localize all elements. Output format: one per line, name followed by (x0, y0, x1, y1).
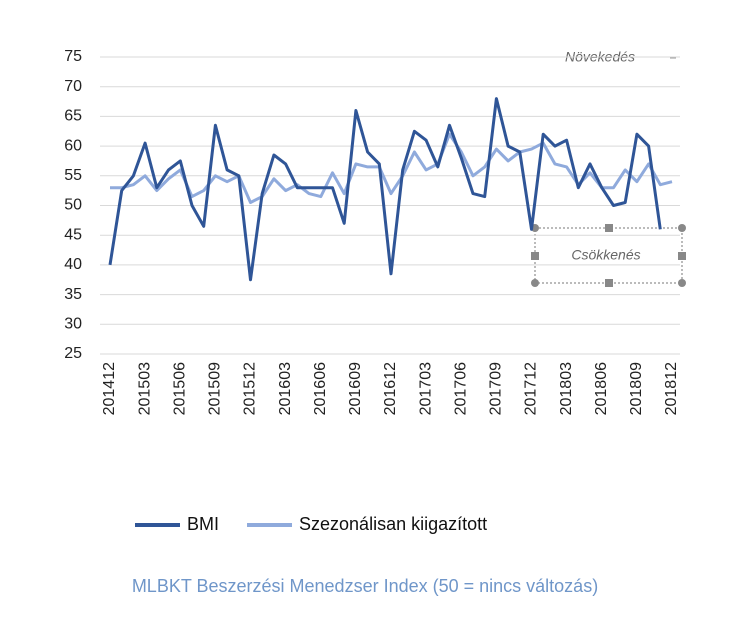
x-tick-label: 201606 (312, 362, 329, 415)
y-tick-label: 40 (64, 256, 82, 273)
x-tick-label: 201706 (452, 362, 469, 415)
legend-label: BMI (187, 514, 219, 534)
y-tick-label: 70 (64, 78, 82, 95)
annotation: Csökkenés (571, 247, 640, 263)
chart-title: MLBKT Beszerzési Menedzser Index (50 = n… (132, 576, 598, 596)
y-tick-label: 45 (64, 226, 82, 243)
x-tick-label: 201506 (171, 362, 188, 415)
x-tick-label: 201503 (136, 362, 153, 415)
x-tick-label: 201412 (101, 362, 118, 415)
x-tick-label: 201612 (382, 362, 399, 415)
legend-label: Szezonálisan kiigazított (299, 514, 487, 534)
x-tick-label: 201603 (277, 362, 294, 415)
y-tick-label: 60 (64, 137, 82, 154)
x-tick-label: 201512 (242, 362, 259, 415)
y-tick-label: 65 (64, 108, 82, 125)
x-tick-label: 201812 (663, 362, 680, 415)
selection-handles (531, 224, 686, 287)
x-tick-label: 201709 (488, 362, 505, 415)
x-tick-label: 201712 (523, 362, 540, 415)
x-tick-label: 201703 (417, 362, 434, 415)
y-tick-label: 55 (64, 167, 82, 184)
y-tick-label: 35 (64, 286, 82, 303)
x-tick-label: 201809 (628, 362, 645, 415)
y-tick-label: 30 (64, 316, 82, 333)
x-tick-label: 201509 (207, 362, 224, 415)
series-line (108, 97, 662, 282)
y-tick-label: 25 (64, 345, 82, 362)
x-tick-label: 201806 (593, 362, 610, 415)
y-tick-label: 50 (64, 197, 82, 214)
x-tick-label: 201609 (347, 362, 364, 415)
x-tick-label: 201803 (558, 362, 575, 415)
y-tick-label: 75 (64, 48, 82, 65)
